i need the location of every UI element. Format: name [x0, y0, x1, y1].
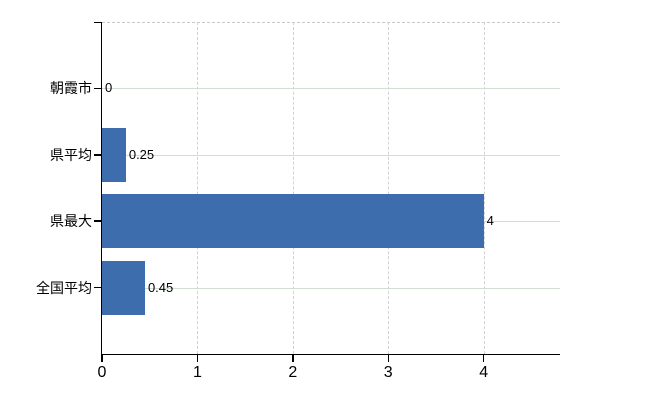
x-axis-tick [196, 354, 199, 362]
y-axis-tick [94, 154, 102, 156]
vertical-gridline [483, 22, 485, 354]
vertical-gridline [292, 22, 294, 354]
x-tick-label: 4 [479, 364, 489, 381]
horizontal-gridline [102, 88, 560, 90]
category-label: 県平均 [50, 146, 92, 163]
y-axis-tick [94, 87, 102, 90]
value-label: 0.25 [128, 146, 155, 162]
value-label: 4 [486, 213, 494, 229]
horizontal-gridline [102, 154, 560, 156]
x-axis-tick [387, 354, 389, 362]
category-label: 朝霞市 [50, 80, 92, 97]
plot-top-border [102, 22, 560, 23]
y-axis-tick [94, 220, 102, 222]
x-axis-line [102, 353, 560, 355]
x-tick-label: 2 [288, 364, 298, 381]
x-tick-label: 0 [97, 364, 107, 381]
vertical-gridline [197, 22, 199, 354]
vertical-gridline [388, 22, 390, 354]
y-axis-tick [94, 286, 102, 289]
horizontal-gridline [102, 287, 560, 289]
bar-全国平均[interactable] [102, 260, 145, 315]
category-label: 全国平均 [36, 279, 92, 296]
bar-県平均[interactable] [102, 127, 126, 182]
value-label: 0.45 [147, 279, 174, 295]
x-tick-label: 1 [192, 364, 202, 381]
value-label: 0 [105, 80, 113, 96]
category-label: 県最大 [50, 213, 92, 230]
x-axis-tick [101, 354, 103, 362]
x-axis-tick [482, 354, 485, 362]
bar-県最大[interactable] [102, 194, 484, 249]
y-axis-line [100, 22, 102, 362]
y-axis-end-tick [94, 21, 102, 23]
x-tick-label: 3 [383, 364, 393, 381]
x-axis-tick [292, 354, 294, 362]
